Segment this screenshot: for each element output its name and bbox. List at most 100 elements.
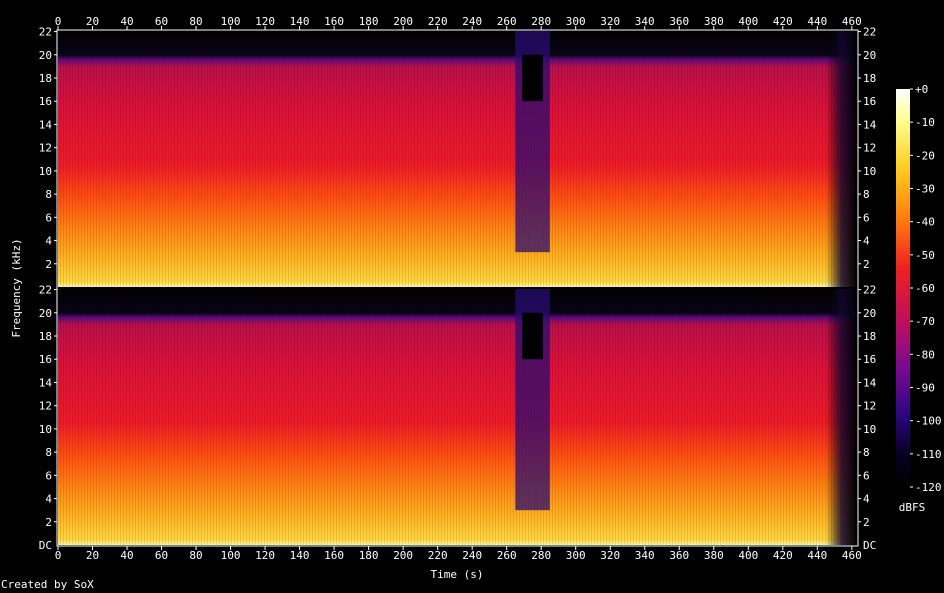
y-tick-label: 12 bbox=[39, 142, 52, 155]
x-tick-label: 400 bbox=[738, 549, 758, 562]
x-tick-label: 0 bbox=[55, 549, 62, 562]
y-tick-label: 16 bbox=[863, 95, 876, 108]
x-tick-label: 0 bbox=[55, 15, 62, 28]
x-tick-label: 180 bbox=[359, 549, 379, 562]
y-tick-label: 8 bbox=[45, 188, 52, 201]
x-tick-label: 340 bbox=[635, 549, 655, 562]
x-tick-label: 460 bbox=[842, 15, 862, 28]
x-tick-label: 320 bbox=[600, 15, 620, 28]
x-tick-label: 20 bbox=[86, 549, 99, 562]
y-axis-label: Frequency (kHz) bbox=[10, 238, 23, 337]
y-tick-label: 14 bbox=[863, 376, 877, 389]
colorbar-tick-label: -40 bbox=[915, 216, 935, 229]
x-tick-label: 100 bbox=[221, 549, 241, 562]
x-tick-label: 80 bbox=[189, 15, 202, 28]
colorbar-tick-label: -10 bbox=[915, 116, 935, 129]
y-tick-label: 8 bbox=[45, 446, 52, 459]
x-tick-label: 200 bbox=[393, 549, 413, 562]
spectrogram-channel-2 bbox=[58, 289, 857, 545]
colorbar-tick-label: -100 bbox=[915, 415, 942, 428]
x-tick-label: 160 bbox=[324, 549, 344, 562]
y-tick-label: 14 bbox=[39, 118, 53, 131]
x-tick-label: 40 bbox=[120, 549, 133, 562]
x-tick-label: 360 bbox=[669, 15, 689, 28]
x-tick-label: 160 bbox=[324, 15, 344, 28]
x-tick-label: 20 bbox=[86, 15, 99, 28]
x-tick-label: 260 bbox=[497, 15, 517, 28]
x-tick-label: 220 bbox=[428, 549, 448, 562]
x-tick-label: 460 bbox=[842, 549, 862, 562]
x-tick-label: 240 bbox=[462, 549, 482, 562]
x-tick-label: 100 bbox=[221, 15, 241, 28]
colorbar-tick-label: -70 bbox=[915, 315, 935, 328]
x-tick-label: 440 bbox=[807, 15, 827, 28]
y-tick-label: 4 bbox=[863, 235, 870, 248]
colorbar-tick-label: -60 bbox=[915, 282, 935, 295]
x-tick-label: 120 bbox=[255, 549, 275, 562]
quiet-gap bbox=[522, 312, 543, 360]
colorbar: +0 -10 -20 -30 -40 -50 -60 -70 -80 -90 -100 -110 -12… bbox=[896, 83, 942, 494]
y-tick-label: 20 bbox=[39, 307, 52, 320]
x-tick-label: 180 bbox=[359, 15, 379, 28]
y-tick-label: 22 bbox=[863, 284, 876, 297]
y-tick-label: 20 bbox=[863, 307, 876, 320]
colorbar-tick-label: -110 bbox=[915, 448, 942, 461]
x-tick-label: 60 bbox=[155, 15, 168, 28]
x-tick-label: 300 bbox=[566, 549, 586, 562]
y-tick-label: 12 bbox=[39, 400, 52, 413]
colorbar-label: dBFS bbox=[899, 501, 926, 514]
y-tick-label: 10 bbox=[39, 165, 52, 178]
y-tick-label: 22 bbox=[863, 26, 876, 39]
y-tick-label: 6 bbox=[863, 469, 870, 482]
x-tick-label: 260 bbox=[497, 549, 517, 562]
y-tick-label: 16 bbox=[863, 353, 876, 366]
x-tick-label: 380 bbox=[704, 549, 724, 562]
y-tick-label: 2 bbox=[863, 516, 870, 529]
x-tick-label: 420 bbox=[773, 549, 793, 562]
x-tick-label: 340 bbox=[635, 15, 655, 28]
x-tick-label: 120 bbox=[255, 15, 275, 28]
x-tick-label: 220 bbox=[428, 15, 448, 28]
y-tick-label: 16 bbox=[39, 95, 52, 108]
spectrum-texture bbox=[58, 31, 857, 287]
x-axis-label: Time (s) bbox=[431, 568, 484, 581]
y-tick-label: 18 bbox=[863, 330, 876, 343]
y-tick-label: 18 bbox=[39, 330, 52, 343]
y-tick-label: 22 bbox=[39, 26, 52, 39]
x-tick-label: 80 bbox=[189, 549, 202, 562]
y-tick-label: 14 bbox=[863, 118, 877, 131]
x-tick-label: 140 bbox=[290, 549, 310, 562]
x-tick-label: 320 bbox=[600, 549, 620, 562]
x-tick-label: 360 bbox=[669, 549, 689, 562]
colorbar-tick-label: -90 bbox=[915, 382, 935, 395]
y-tick-label: 4 bbox=[45, 235, 52, 248]
y-tick-label: 12 bbox=[863, 142, 876, 155]
x-tick-label: 440 bbox=[807, 549, 827, 562]
fade-out-region bbox=[825, 31, 857, 287]
x-tick-label: 420 bbox=[773, 15, 793, 28]
quiet-gap bbox=[522, 54, 543, 102]
y-tick-label: 10 bbox=[863, 165, 876, 178]
y-tick-label: 6 bbox=[45, 469, 52, 482]
x-tick-label: 280 bbox=[531, 15, 551, 28]
y-tick-label-dc: DC bbox=[863, 539, 876, 552]
y-tick-label: 8 bbox=[863, 446, 870, 459]
y-tick-label: 18 bbox=[39, 72, 52, 85]
y-tick-label: 6 bbox=[45, 211, 52, 224]
x-tick-label: 60 bbox=[155, 549, 168, 562]
x-tick-label: 240 bbox=[462, 15, 482, 28]
x-tick-label: 380 bbox=[704, 15, 724, 28]
y-tick-label: 4 bbox=[45, 493, 52, 506]
y-tick-label: 20 bbox=[863, 49, 876, 62]
spectrum-texture bbox=[58, 289, 857, 545]
y-tick-label-dc: DC bbox=[39, 539, 52, 552]
x-tick-label: 280 bbox=[531, 549, 551, 562]
plot-area bbox=[56, 29, 859, 547]
x-tick-label: 300 bbox=[566, 15, 586, 28]
plot-frame bbox=[56, 29, 859, 547]
credit-text: Created by SoX bbox=[1, 578, 94, 591]
colorbar-tick-label: +0 bbox=[915, 83, 928, 96]
y-tick-label: 10 bbox=[863, 423, 876, 436]
fade-out-region bbox=[825, 289, 857, 545]
